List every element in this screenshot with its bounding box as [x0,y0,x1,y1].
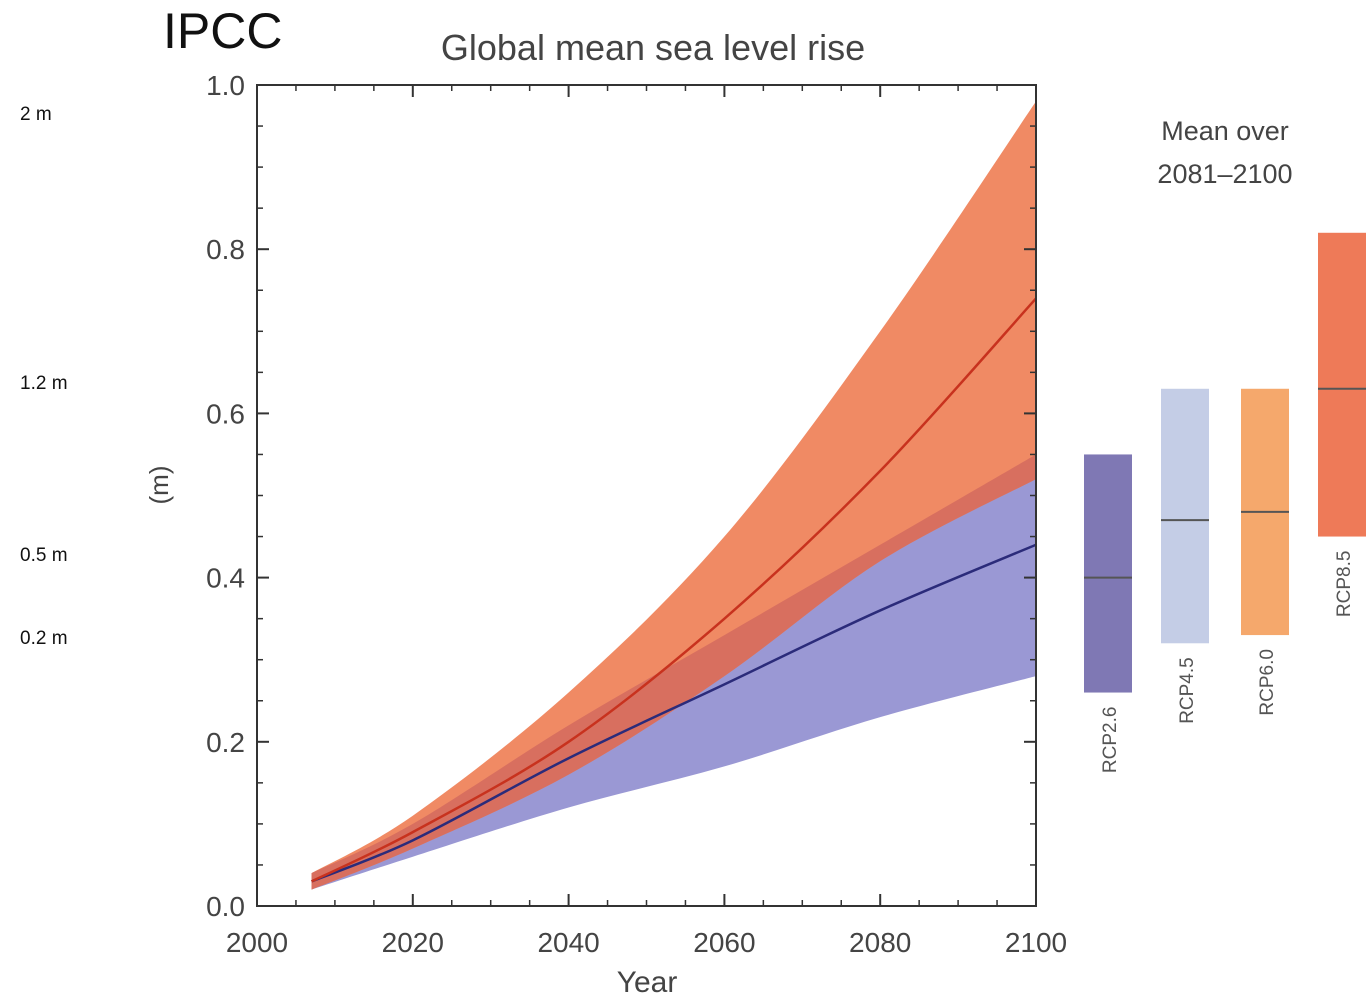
y-tick-label: 0.2 [206,727,245,758]
x-tick-label: 2080 [849,927,911,958]
range-bar-rcp8-5 [1318,232,1366,537]
slide-title: IPCC [163,3,283,59]
range-label-rcp6-0: RCP6.0 [1257,649,1278,716]
x-tick-label: 2040 [537,927,599,958]
mean-line-rcp2-6 [311,543,1037,883]
y-axis-label: (m) [144,466,174,505]
y-tick-label: 0.0 [206,891,245,922]
range-bars: RCP2.6 RCP4.5 RCP6.0 RCP8.5 [1084,232,1366,774]
legend-title-line-1: Mean over [1161,116,1289,146]
mean-line-rcp8-5 [310,297,1037,883]
x-axis-label: Year [617,966,678,997]
x-tick-label: 2000 [226,927,288,958]
band-rcp8-5 [311,101,1036,890]
y-tick-label: 0.4 [206,563,245,594]
side-label-2m: 2 m [20,104,52,125]
side-label-0-5m: 0.5 m [20,545,68,566]
x-tick-label: 2100 [1005,927,1067,958]
legend-title-line-2: 2081–2100 [1157,159,1292,189]
chart-title: Global mean sea level rise [441,27,865,68]
plot-area [257,85,1037,906]
range-label-rcp4-5: RCP4.5 [1177,657,1198,724]
side-label-0-2m: 0.2 m [20,628,68,649]
range-bar-rcp4-5 [1161,388,1209,644]
range-label-rcp8-5: RCP8.5 [1334,551,1355,618]
y-tick-label: 0.8 [206,234,245,265]
range-bar-rcp2-6 [1084,454,1132,693]
side-label-1-2m: 1.2 m [20,373,68,394]
x-tick-label: 2060 [693,927,755,958]
axes: 2000 2020 2040 2060 2080 2100 0.0 0.2 0.4 0.6 0.8 1… [206,70,1067,958]
x-tick-label: 2020 [382,927,444,958]
band-overlap [311,454,1036,890]
y-tick-label: 1.0 [206,70,245,101]
range-label-rcp2-6: RCP2.6 [1100,707,1121,774]
y-tick-label: 0.6 [206,398,245,429]
